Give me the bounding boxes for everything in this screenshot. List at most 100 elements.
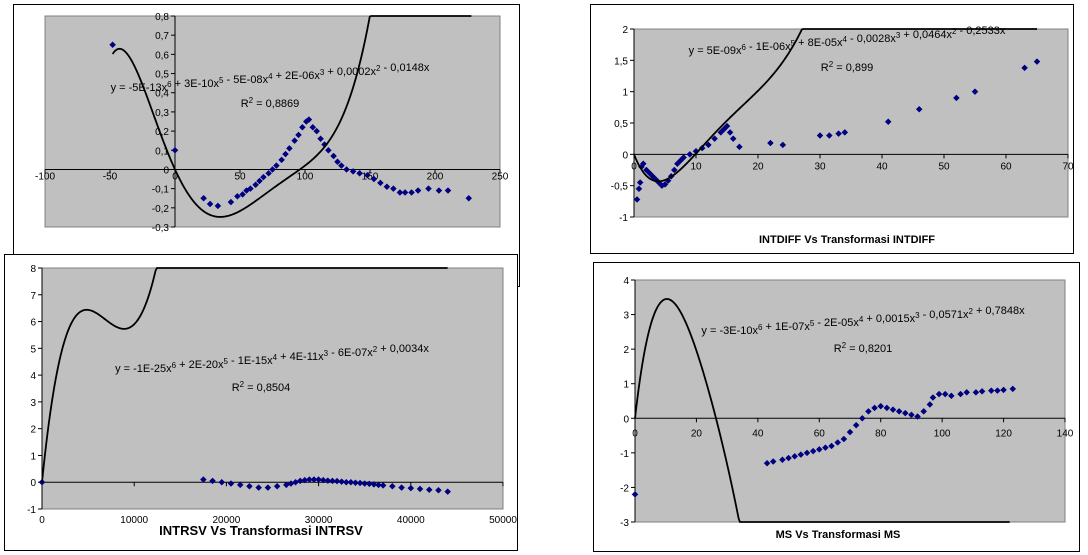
intdiff-trendline (633, 28, 1037, 183)
ms-trendline (634, 298, 1010, 523)
intrsv-y-tick-label: -1 (27, 505, 36, 516)
trb-data-point (425, 185, 432, 192)
trb-data-point (414, 187, 422, 194)
ms-data-point (785, 454, 792, 462)
intrsv-x-tick-label: 50000 (489, 515, 517, 526)
ms-data-point (994, 387, 1001, 394)
intrsv-data-point (425, 486, 433, 494)
intdiff-data-point (723, 122, 731, 130)
intdiff-chart-title: INTDIFF Vs Transformasi INTDIFF (759, 234, 935, 246)
intrsv-data-point (338, 478, 346, 486)
trb-data-point (390, 185, 397, 192)
ms-data-point (914, 413, 921, 420)
intdiff-data-point (729, 135, 737, 143)
intdiff-plot-area (633, 28, 1069, 218)
trb-y-tick-label: 0 (163, 165, 169, 176)
intdiff-y-tick-label: 0,5 (614, 119, 628, 130)
intdiff-data-point (971, 88, 979, 96)
ms-y-tick-label: 0 (623, 414, 629, 425)
intrsv-data-point (375, 481, 382, 489)
ms-x-tick-label: 100 (934, 428, 951, 439)
trb-data-point (408, 189, 415, 196)
trb-x-tick-label: 0 (172, 171, 178, 182)
ms-data-point (1000, 386, 1007, 394)
intrsv-y-tick-label: 6 (30, 318, 36, 329)
intdiff-x-tick-label: 20 (752, 161, 764, 172)
trb-y-tick-label: 0,3 (155, 108, 169, 119)
intrsv-x-tick-label: 40000 (397, 515, 425, 526)
ms-data-point (935, 390, 943, 398)
ms-data-point (779, 456, 786, 464)
trb-data-point (109, 41, 116, 49)
intrsv-data-point (255, 484, 263, 491)
ms-data-point (895, 408, 903, 415)
intrsv-data-point (407, 484, 415, 492)
intrsv-plot-area (41, 267, 504, 510)
intrsv-data-point (352, 479, 359, 487)
trb-data-point (252, 181, 259, 189)
intrsv-data-point (416, 485, 424, 493)
trb-data-point (273, 162, 280, 169)
trb-data-point (343, 166, 350, 173)
ms-data-point (926, 401, 934, 408)
ms-data-point (815, 446, 823, 453)
trb-plot-area (44, 15, 501, 228)
intrsv-x-tick-label: 30000 (305, 515, 333, 526)
trb-data-point (200, 194, 207, 202)
intrsv-y-tick-label: 7 (30, 291, 36, 302)
chart-intdiff-svg: -1-0,500,511,520 10 20 30 40 50 60 70y = 5E-09x… (611, 25, 1073, 246)
chart-intdiff: -1 -0,5 0 0,5 1 1,5 2 0 10 20 30 40 50 60 70 y = 5E-09x… (590, 4, 1074, 254)
ms-data-point (948, 392, 955, 400)
intdiff-data-point (736, 143, 743, 151)
trb-x-tick-label: 100 (297, 171, 314, 182)
trb-data-point (227, 198, 235, 206)
intrsv-data-point (227, 480, 235, 487)
ms-data-point (858, 414, 866, 422)
intrsv-data-point (319, 476, 327, 484)
trb-data-point (309, 123, 317, 131)
ms-data-point (957, 390, 964, 398)
ms-data-point (840, 435, 848, 443)
chart-intrsv: -1 0 1 2 3 4 5 6 7 8 0 10000 20000 30000 40000 50000 y =… (4, 254, 518, 551)
intrsv-data-point (333, 477, 341, 485)
intdiff-x-tick-label: 50 (938, 161, 950, 172)
intrsv-trend-equation: y = -1E-25x6 + 2E-20x5 - 1E-15x4 + 4E-11… (115, 343, 429, 375)
intrsv-data-point (365, 480, 373, 488)
intdiff-y-tick-label: 1 (622, 88, 628, 99)
intdiff-data-point (915, 105, 923, 113)
trb-data-point (214, 202, 222, 210)
intdiff-data-point (825, 132, 833, 139)
ms-data-point (834, 439, 842, 446)
intdiff-data-point (635, 185, 643, 193)
trb-x-tick-label: 250 (492, 171, 509, 182)
intrsv-data-point (273, 482, 281, 490)
intdiff-y-tick-label: -0,5 (611, 182, 629, 193)
ms-data-point (769, 458, 777, 465)
intrsv-y-tick-label: 8 (30, 264, 36, 275)
ms-x-tick-label: 80 (875, 428, 887, 439)
chart-trb: -0,3 -0,2 -0,1 0 0,1 0,2 0,3 0,4 0,5 0,6 0,7 0,8 -10… (13, 4, 520, 287)
ms-x-tick-label: 0 (632, 428, 638, 439)
trb-data-point (291, 137, 298, 145)
trb-data-point (269, 166, 276, 173)
ms-data-point (883, 404, 891, 412)
ms-data-point (763, 459, 771, 467)
trb-data-point (234, 192, 241, 200)
ms-y-tick-label: 3 (623, 311, 629, 322)
intdiff-y-tick-label: 1,5 (614, 56, 628, 67)
trb-data-point (313, 127, 321, 135)
intdiff-data-point (705, 141, 712, 149)
trb-data-point (330, 152, 337, 160)
intdiff-data-point (726, 129, 734, 136)
trb-y-tick-label: 0,4 (155, 89, 169, 100)
chart-ms: -3 -2 -1 0 1 2 3 4 0 20 40 60 80 100 120 140 y = -3E-10x… (593, 262, 1080, 552)
trb-data-point (265, 169, 272, 177)
ms-chart-title: MS Vs Transformasi MS (776, 529, 901, 541)
trb-y-tick-label: -0,2 (152, 204, 170, 215)
ms-data-point (963, 389, 971, 396)
trb-data-point (256, 177, 263, 185)
intrsv-data-point (199, 476, 207, 483)
trb-data-point (239, 191, 246, 198)
intrsv-y-tick-label: 3 (30, 398, 36, 409)
